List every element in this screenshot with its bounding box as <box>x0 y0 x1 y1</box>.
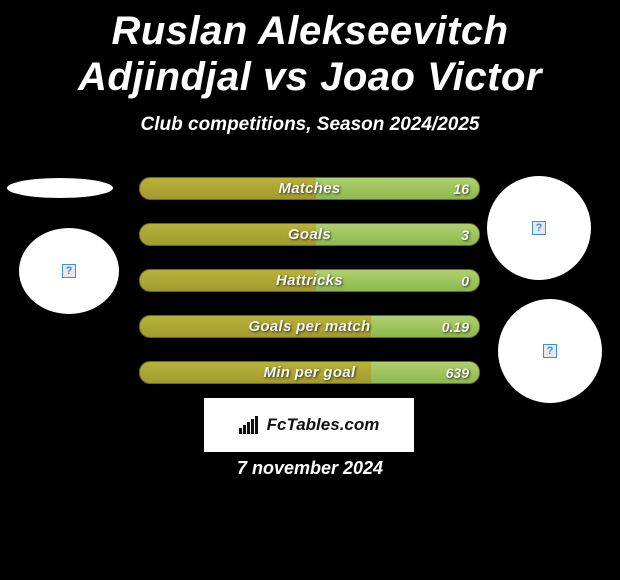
stat-row: Goals per match0.19 <box>139 315 480 338</box>
image-placeholder-icon <box>62 264 76 278</box>
stat-row-label: Goals <box>140 224 479 245</box>
stat-row: Min per goal639 <box>139 361 480 384</box>
page-subtitle: Club competitions, Season 2024/2025 <box>0 114 620 136</box>
image-placeholder-icon <box>532 221 546 235</box>
footer-branding: FcTables.com <box>204 398 414 452</box>
stat-row-label: Hattricks <box>140 270 479 291</box>
avatar-right-1 <box>487 176 591 280</box>
stat-row: Goals3 <box>139 223 480 246</box>
stat-row-value: 639 <box>446 362 469 383</box>
ellipse-decor-left <box>7 178 113 198</box>
stat-row-value: 16 <box>453 178 469 199</box>
stat-row-label: Goals per match <box>140 316 479 337</box>
image-placeholder-icon <box>543 344 557 358</box>
stat-row-value: 3 <box>461 224 469 245</box>
stat-row: Matches16 <box>139 177 480 200</box>
footer-date: 7 november 2024 <box>0 458 620 479</box>
stat-row-label: Matches <box>140 178 479 199</box>
stat-row-label: Min per goal <box>140 362 479 383</box>
stat-row-value: 0.19 <box>442 316 469 337</box>
footer-brand-text: FcTables.com <box>267 415 380 435</box>
comparison-chart: Matches16 Goals3 Hattricks0 Goals per match… <box>139 177 480 384</box>
bar-chart-icon <box>239 416 261 434</box>
avatar-left <box>19 228 119 314</box>
page-title: Ruslan Alekseevitch Adjindjal vs Joao Vi… <box>0 0 620 100</box>
stat-row-value: 0 <box>461 270 469 291</box>
stat-row: Hattricks0 <box>139 269 480 292</box>
avatar-right-2 <box>498 299 602 403</box>
